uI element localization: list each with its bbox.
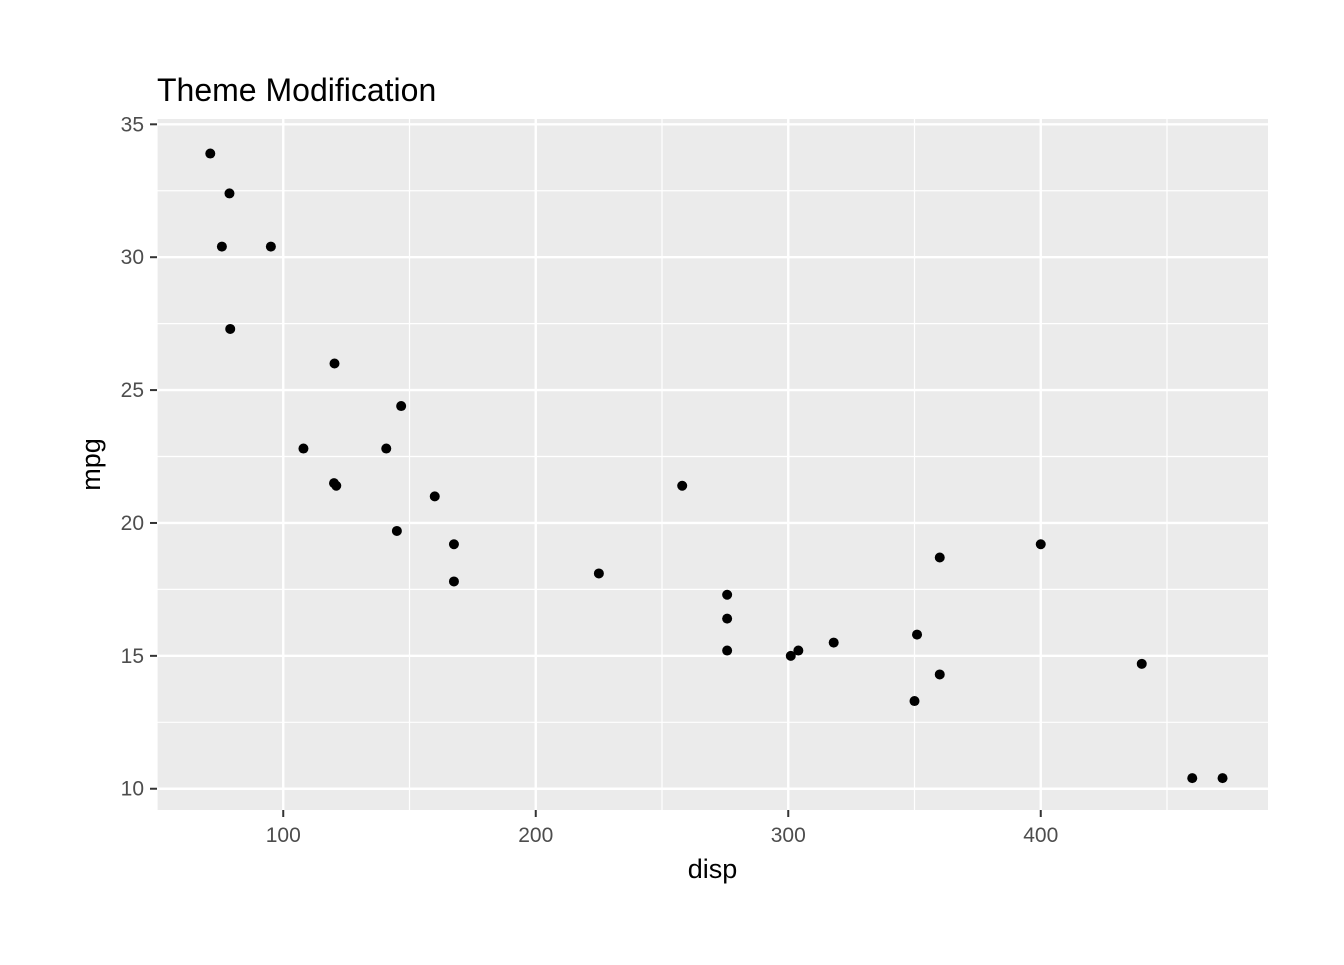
x-axis-title: disp [688, 854, 738, 884]
data-point [265, 241, 276, 252]
data-point [448, 576, 459, 587]
data-point [677, 480, 688, 491]
data-point [912, 629, 923, 640]
data-point [331, 480, 342, 491]
minor-gridlines [156, 119, 1268, 810]
data-point [381, 443, 392, 454]
data-point [216, 241, 227, 252]
data-point [429, 491, 440, 502]
data-point [448, 539, 459, 550]
data-point [329, 358, 340, 369]
x-tick-label: 300 [771, 824, 806, 847]
data-point [934, 669, 945, 680]
data-point [793, 645, 804, 656]
data-point [396, 401, 407, 412]
data-point [722, 589, 733, 600]
data-point [934, 552, 945, 563]
data-point [909, 696, 920, 707]
chart-title: Theme Modification [157, 72, 436, 108]
y-tick-label: 10 [121, 778, 144, 801]
data-point [1217, 773, 1228, 784]
plot-panel [157, 119, 1268, 810]
y-axis-title: mpg [76, 438, 106, 491]
x-tick-label: 200 [518, 824, 553, 847]
data-point [298, 443, 309, 454]
data-points [205, 148, 1228, 784]
tick-labels: 100 200 300 400 10 15 20 25 30 35 [121, 113, 1059, 847]
data-point [722, 645, 733, 656]
data-point [722, 613, 733, 624]
data-point [1035, 539, 1046, 550]
data-point [224, 188, 235, 199]
data-point [1187, 773, 1198, 784]
y-tick-label: 20 [121, 512, 144, 535]
data-point [205, 148, 216, 159]
data-point [1136, 658, 1147, 669]
axis-ticks [150, 123, 1042, 817]
x-tick-label: 400 [1023, 824, 1058, 847]
data-point [225, 323, 236, 334]
y-tick-label: 25 [121, 379, 144, 402]
x-tick-label: 100 [266, 824, 301, 847]
data-point [828, 637, 839, 648]
y-tick-label: 30 [121, 246, 144, 269]
data-point [391, 525, 402, 536]
data-point [593, 568, 604, 579]
y-tick-label: 15 [121, 645, 144, 668]
data-point [785, 650, 796, 661]
y-tick-label: 35 [121, 113, 144, 136]
major-gridlines [157, 119, 1268, 810]
